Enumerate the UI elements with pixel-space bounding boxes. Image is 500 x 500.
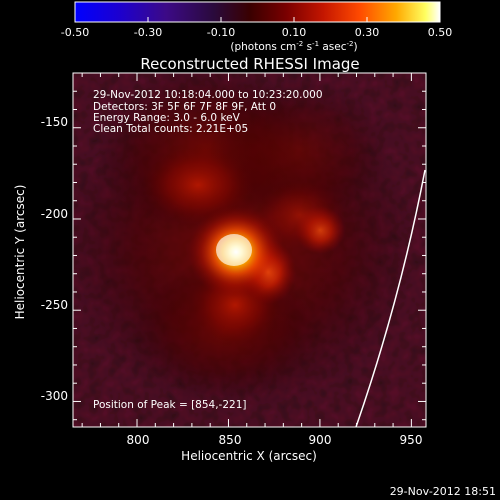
colorbar-tick-label: -0.10 — [207, 26, 235, 39]
colorbar-tick-label: 0.10 — [282, 26, 307, 39]
peak-position-text: Position of Peak = [854,-221] — [93, 399, 247, 411]
colorbar-tick-label: -0.50 — [61, 26, 89, 39]
info-line: Clean Total counts: 2.21E+05 — [93, 123, 248, 135]
y-axis-labels: -150 -200 -250 -300 — [41, 115, 68, 403]
colorbar-tick-label: 0.30 — [355, 26, 380, 39]
rhessi-image — [73, 73, 426, 427]
x-tick-label: 900 — [309, 433, 332, 447]
main-source-core — [216, 234, 252, 266]
y-tick-label: -200 — [41, 207, 68, 221]
colorbar-ticks — [74, 17, 441, 22]
y-tick-label: -300 — [41, 389, 68, 403]
solar-limb — [355, 169, 426, 427]
colorbar-tick-label: 0.50 — [428, 26, 453, 39]
y-axis-title: Heliocentric Y (arcsec) — [13, 185, 27, 320]
x-tick-label: 950 — [400, 433, 423, 447]
secondary-emission — [143, 145, 253, 225]
x-axis-labels: 800 850 900 950 — [127, 433, 423, 447]
axis-ticks — [73, 72, 426, 427]
info-line: 29-Nov-2012 10:18:04.000 to 10:23:20.000 — [93, 89, 323, 101]
plot-frame — [72, 72, 427, 428]
x-axis-title: Heliocentric X (arcsec) — [181, 449, 317, 463]
colorbar-tick-label: -0.30 — [134, 26, 162, 39]
info-block: 29-Nov-2012 10:18:04.000 to 10:23:20.000… — [93, 89, 323, 135]
colorbar: -0.50 -0.30 -0.10 0.10 0.30 0.50 (photon… — [61, 1, 453, 53]
footer-timestamp: 29-Nov-2012 18:51 — [390, 485, 496, 498]
info-line: Detectors: 3F 5F 6F 7F 8F 9F, Att 0 — [93, 101, 276, 113]
colorbar-unit-label: (photons cm-2 s-1 asec-2) — [230, 40, 357, 53]
background-haze — [210, 80, 390, 220]
y-tick-label: -150 — [41, 115, 68, 129]
image-title: Reconstructed RHESSI Image — [140, 55, 359, 73]
colorbar-gradient — [74, 1, 441, 23]
x-tick-label: 850 — [219, 433, 242, 447]
info-line: Energy Range: 3.0 - 6.0 keV — [93, 112, 241, 124]
y-tick-label: -250 — [41, 298, 68, 312]
x-tick-label: 800 — [127, 433, 150, 447]
